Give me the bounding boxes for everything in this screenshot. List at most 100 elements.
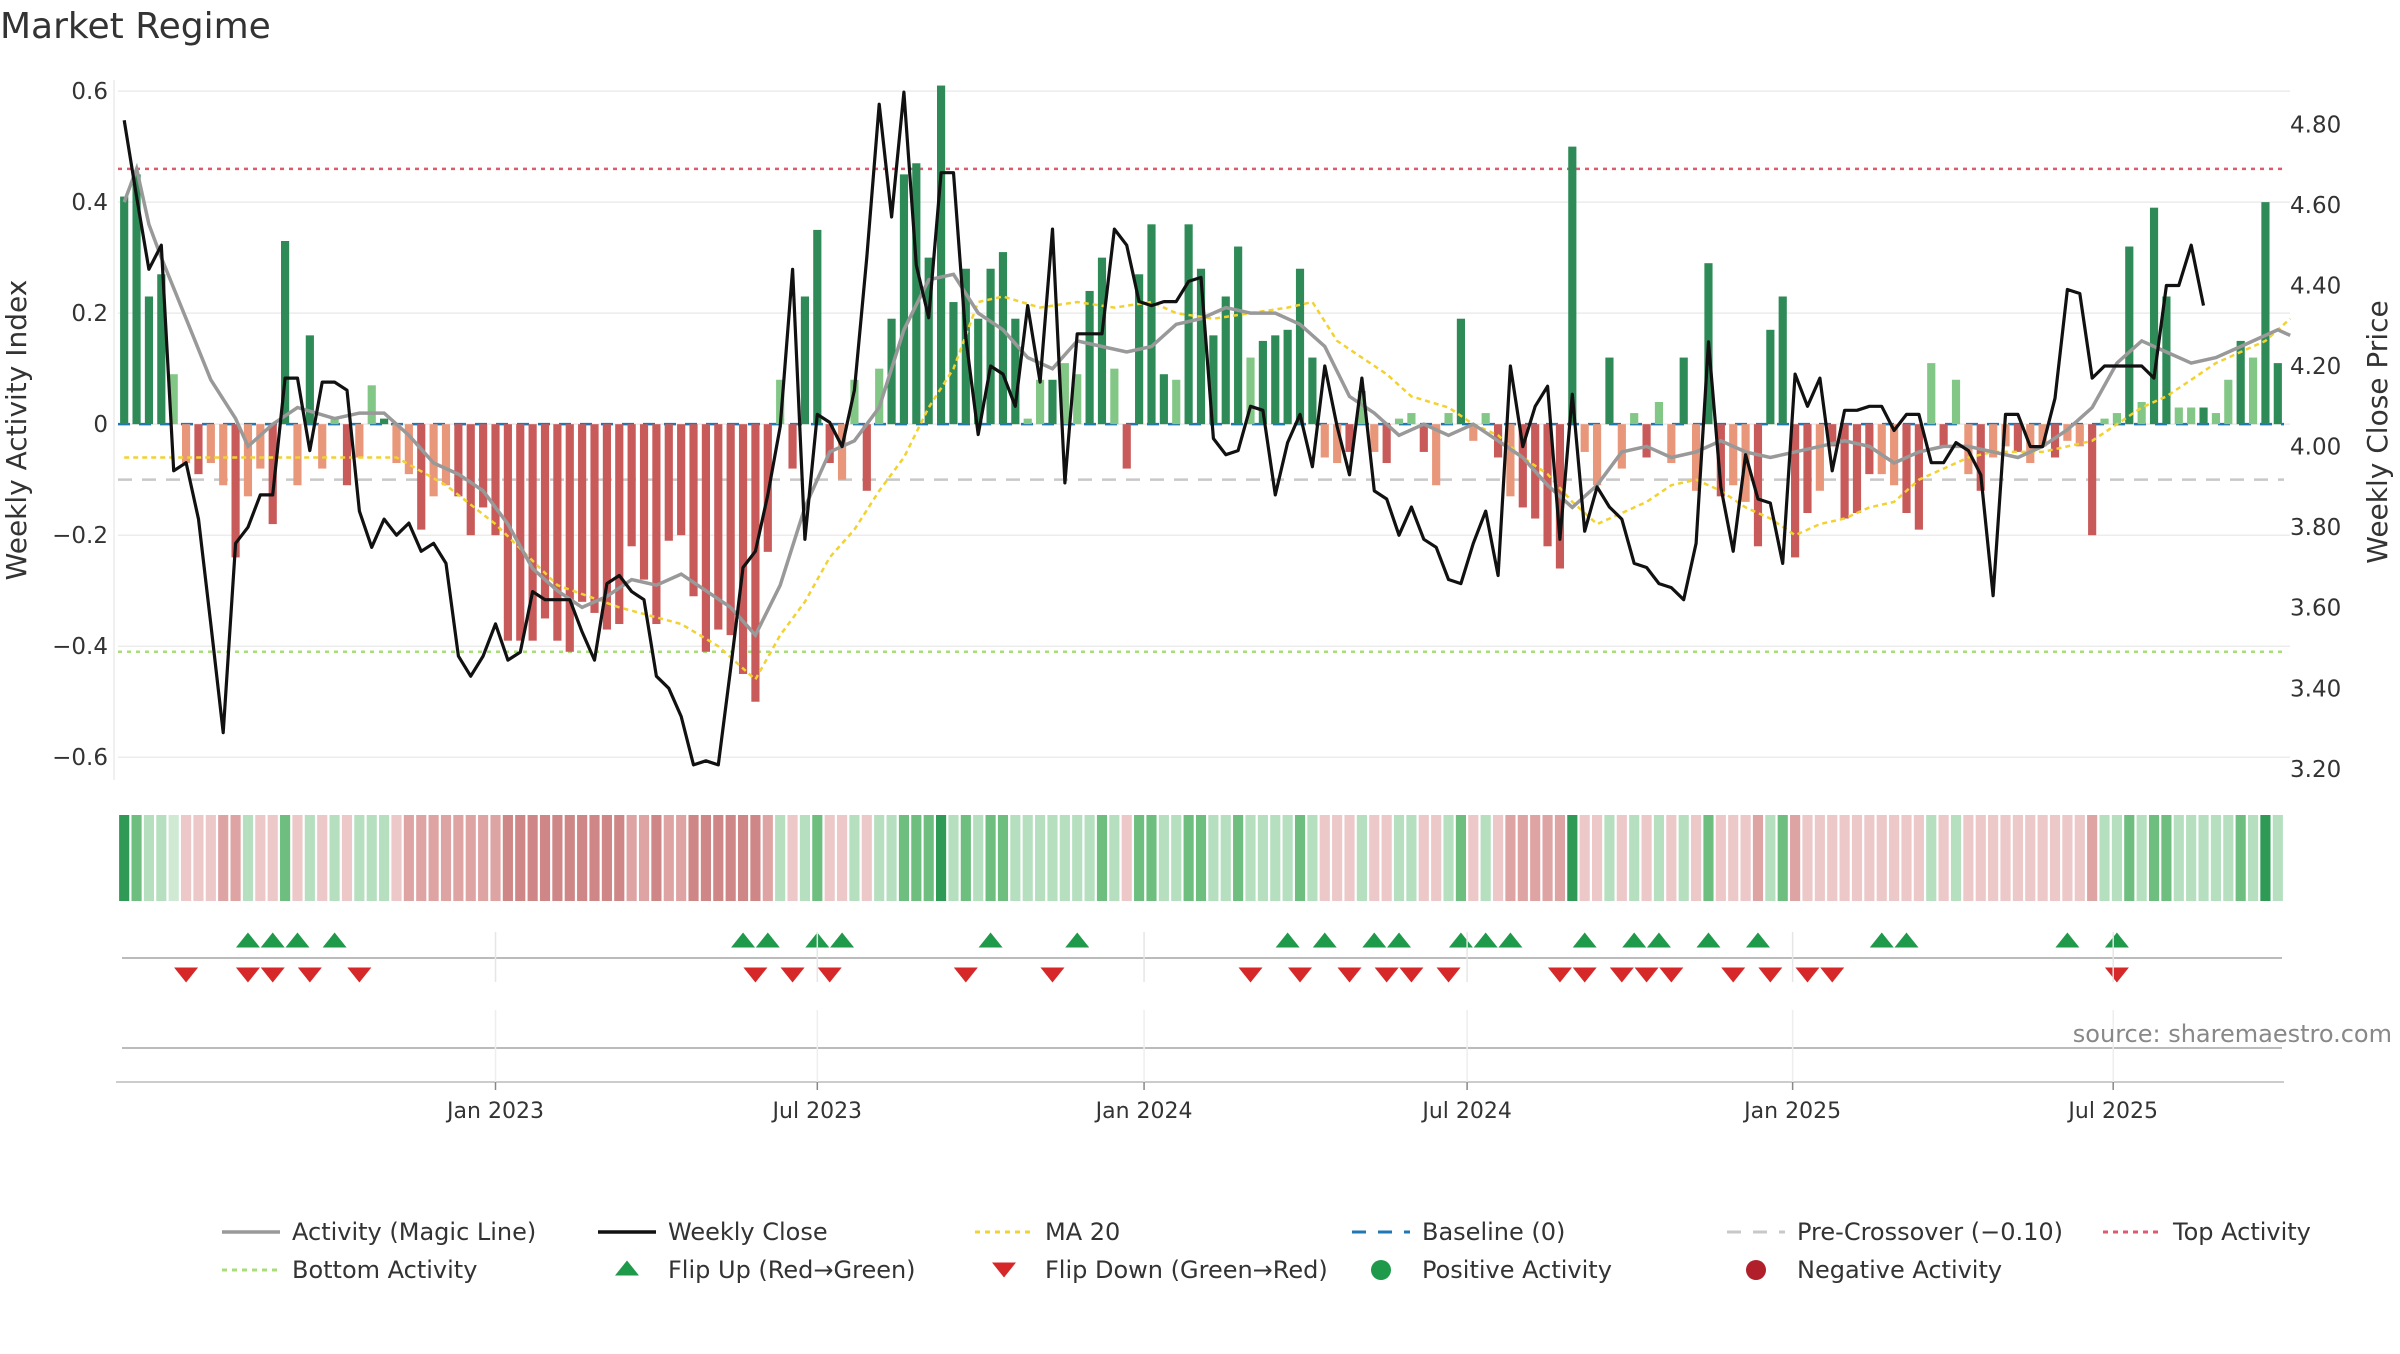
activity-bar [120,196,129,425]
regime-cell [1913,815,1924,901]
activity-bar [1580,424,1589,452]
flip-up-marker [2055,932,2080,948]
regime-cell [1963,815,1974,901]
x-axis: Jan 2023 Jul 2023 Jan 2024 Jul 2024 Jan 2025… [116,932,2284,1124]
regime-cell [614,815,625,901]
activity-bar [875,368,884,425]
regime-cell [1418,815,1429,901]
regime-cell [1641,815,1652,901]
regime-cell [502,815,513,901]
regime-cell [737,815,749,901]
regime-cell [1282,815,1293,901]
regime-cell [515,815,526,901]
activity-bar [1890,424,1899,486]
regime-cell [2173,815,2184,901]
legend-item-pos: Positive Activity [1371,1256,1612,1284]
activity-bar [540,424,550,619]
regime-cell [1591,815,1603,901]
activity-bar [825,424,834,464]
regime-cell [936,815,947,901]
activity-bar [1432,424,1441,486]
activity-bar [788,424,797,469]
activity-bar [1877,424,1886,475]
activity-bar [1518,424,1527,508]
activity-bar [677,424,686,536]
regime-cell [552,815,563,901]
y-tick-label: −0.2 [52,523,108,549]
regime-cell [1505,815,1516,901]
activity-bar [1407,413,1416,425]
regime-cell [1072,815,1083,901]
legend-item-bottom: Bottom Activity [222,1256,477,1284]
flip-down-marker [260,967,285,983]
flip-up-marker [731,932,756,948]
activity-bar [219,424,228,486]
activity-bar [157,274,166,425]
activity-bar [1852,424,1862,513]
activity-bar [132,174,141,425]
legend-label: Positive Activity [1422,1256,1612,1284]
regime-cell [688,815,699,901]
regime-cell [1864,815,1875,901]
regime-cell [2272,815,2283,901]
regime-cell [1035,815,1046,901]
regime-cell [230,815,241,901]
activity-bar [800,296,810,425]
regime-cell [379,815,390,901]
flip-up-marker [260,932,285,948]
regime-cell [997,815,1009,901]
activity-bar [1791,424,1800,558]
regime-cell [1616,815,1627,901]
regime-cell [1084,815,1095,901]
activity-bar [1172,379,1181,425]
legend-item-top: Top Activity [2103,1218,2311,1246]
activity-bar [1370,424,1379,452]
activity-bar [1444,413,1453,425]
activity-bar [1221,296,1230,425]
activity-bar [1927,363,1936,425]
regime-cell [1406,815,1417,901]
activity-bar [2261,202,2270,425]
activity-bar [701,424,710,652]
regime-cell [1790,815,1801,901]
y-right-tick-label: 4.20 [2290,354,2341,380]
activity-bar [1234,246,1243,425]
regime-cell [787,815,798,901]
activity-bar [1939,424,1948,447]
legend: Activity (Magic Line) Weekly Close MA 20 Ba… [222,1218,2311,1284]
regime-cell [1839,815,1850,901]
activity-bar [986,268,995,425]
regime-cell [2074,815,2085,901]
regime-cell [527,815,538,901]
flip-up-marker [1065,932,1090,948]
regime-cell [180,815,192,901]
regime-cell [911,815,922,901]
regime-cell [1195,815,1207,901]
regime-cell [812,815,823,901]
activity-bar [2187,407,2196,425]
flip-down-marker [1634,967,1659,983]
activity-bar [1803,424,1812,513]
activity-bar [305,335,314,425]
regime-cell [1381,815,1392,901]
y-right-tick-label: 4.80 [2290,112,2341,138]
activity-bar [1097,257,1107,425]
activity-bar [1828,424,1837,447]
regime-cell [168,815,179,901]
x-tick-label: Jan 2023 [445,1099,544,1124]
flip-up-marker [755,932,780,948]
activity-bar [441,424,451,486]
activity-bar [837,424,847,480]
activity-bar [2149,207,2159,425]
activity-bar [380,418,389,425]
activity-bar [1320,424,1329,458]
regime-cell [1171,815,1182,901]
activity-bar [2125,246,2134,425]
activity-bar [1679,357,1688,425]
regime-cell [1752,815,1764,901]
regime-cell [713,815,724,901]
activity-bar [998,252,1008,425]
activity-bar [714,424,723,630]
activity-bar [243,424,253,497]
regime-cell [1059,815,1070,901]
